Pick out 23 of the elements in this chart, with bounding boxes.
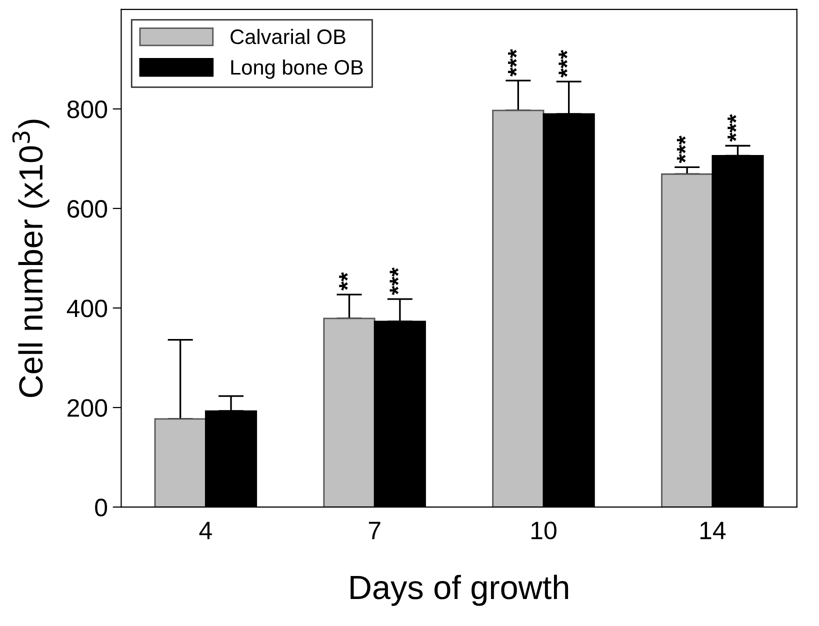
annotation: *** — [728, 114, 736, 142]
x-axis-title: Days of growth — [350, 574, 568, 606]
y-axis-title: Cell number (x10$^{3}$) — [12, 120, 50, 398]
y-tick-label: 400 — [66, 300, 108, 318]
annotation: *** — [676, 136, 686, 164]
x-tick-label: 7 — [368, 522, 380, 540]
y-tick-label: 600 — [68, 200, 108, 218]
legend-label: Calvarial OB — [230, 28, 346, 44]
annotation: ** — [339, 272, 348, 291]
y-tick-label: 200 — [68, 399, 108, 417]
legend-label: Long bone OB — [231, 59, 363, 79]
bar — [661, 173, 714, 508]
y-tick-label: 800 — [67, 100, 108, 118]
y-tick-label: 0 — [95, 498, 108, 516]
annotation: *** — [390, 268, 399, 295]
x-tick-label: 10 — [532, 522, 556, 540]
x-tick-label: 14 — [700, 522, 726, 540]
annotation: *** — [558, 50, 568, 78]
bar — [323, 318, 376, 508]
x-tick-label: 4 — [199, 522, 212, 540]
bar — [154, 418, 206, 508]
bar — [492, 110, 544, 508]
annotation: *** — [508, 49, 517, 77]
